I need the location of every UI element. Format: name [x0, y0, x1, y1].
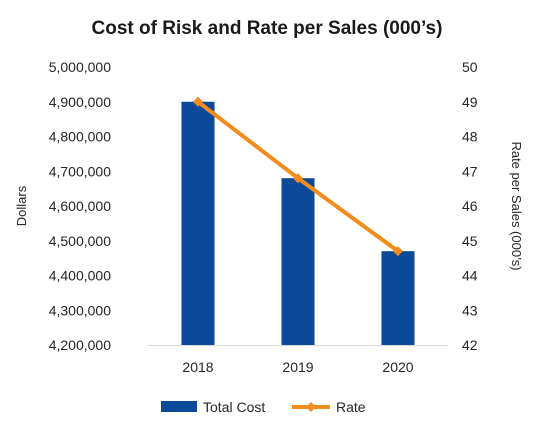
y2-tick-label: 49 [462, 94, 478, 110]
y2-tick-label: 48 [462, 129, 478, 145]
x-tick-label: 2018 [182, 359, 213, 375]
y2-tick-label: 45 [462, 233, 478, 249]
y2-tick-label: 50 [462, 59, 478, 75]
left-axis-ticks: 4,200,000 4,300,000 4,400,000 4,500,000 4,60… [49, 59, 111, 353]
bar [181, 101, 215, 345]
x-tick-label: 2020 [382, 359, 413, 375]
y-tick-label: 4,200,000 [49, 337, 111, 353]
legend-swatch-rate-marker [306, 402, 316, 412]
legend: Total Cost Rate [161, 399, 366, 415]
y-tick-label: 4,300,000 [49, 302, 111, 318]
line-series [193, 96, 403, 257]
y-tick-label: 4,400,000 [49, 268, 111, 284]
y-tick-label: 4,900,000 [49, 94, 111, 110]
rate-point [293, 173, 303, 184]
x-tick-label: 2019 [282, 359, 313, 375]
rate-point [393, 246, 403, 257]
chart-title: Cost of Risk and Rate per Sales (000’s) [92, 18, 443, 39]
y-tick-label: 5,000,000 [49, 59, 111, 75]
legend-swatch-total-cost [161, 401, 197, 412]
y-axis-title: Dollars [14, 185, 29, 226]
y-tick-label: 4,700,000 [49, 163, 111, 179]
y2-tick-label: 42 [462, 337, 478, 353]
y2-tick-label: 44 [462, 268, 478, 284]
y-tick-label: 4,600,000 [49, 198, 111, 214]
y2-tick-label: 47 [462, 163, 478, 179]
y-tick-label: 4,500,000 [49, 233, 111, 249]
legend-label-total-cost: Total Cost [203, 399, 265, 415]
y2-tick-label: 43 [462, 302, 478, 318]
y-tick-label: 4,800,000 [49, 129, 111, 145]
legend-label-rate: Rate [336, 399, 366, 415]
y2-tick-label: 46 [462, 198, 478, 214]
x-axis-ticks: 2018 2019 2020 [182, 359, 413, 375]
rate-point [193, 96, 203, 107]
y2-axis-title: Rate per Sales (000’s) [509, 141, 524, 270]
right-axis-ticks: 42 43 44 45 46 47 48 49 50 [462, 59, 478, 353]
bar [281, 178, 315, 345]
bar [381, 251, 415, 345]
bar-series [181, 101, 415, 345]
